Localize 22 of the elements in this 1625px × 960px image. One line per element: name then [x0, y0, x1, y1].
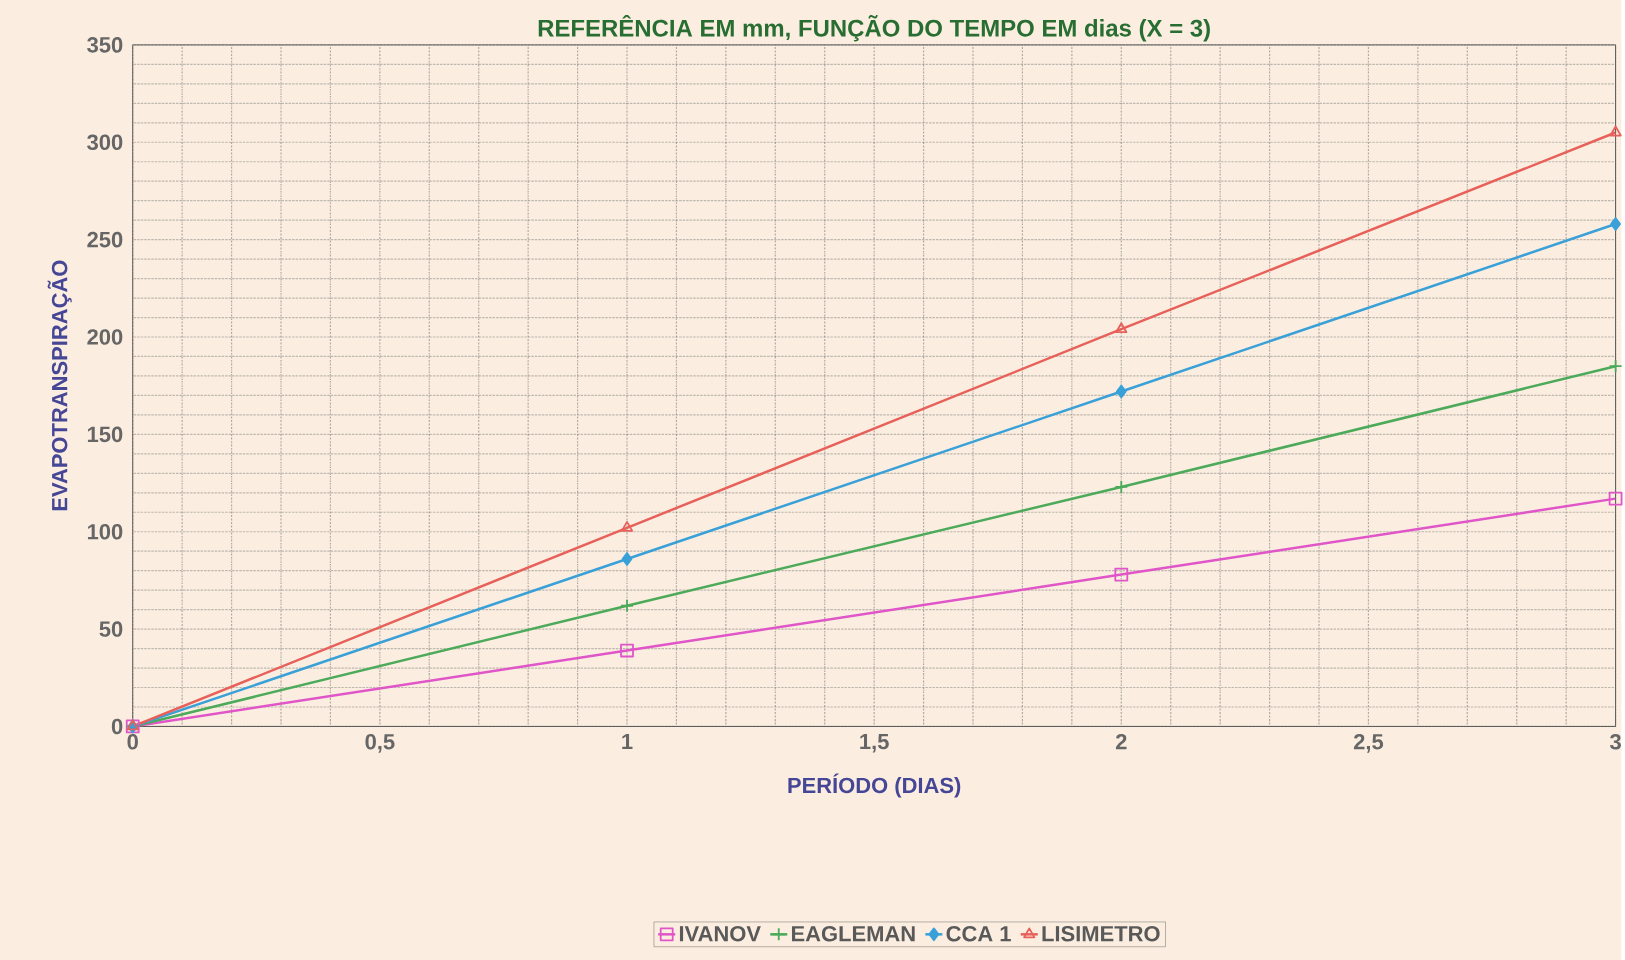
y-tick-label: 50 [99, 621, 123, 637]
y-tick-label: 100 [87, 523, 123, 540]
legend-label: LISIMETRO [1042, 925, 1160, 942]
y-tick-label: 300 [87, 134, 123, 151]
y-axis-title: EVAPOTRANSPIRAÇÃO [47, 260, 72, 511]
legend-label: CCA 1 [946, 925, 1011, 942]
x-tick-label: 1,5 [860, 734, 889, 753]
x-tick-label: 2 [1115, 733, 1127, 750]
legend-label: EAGLEMAN [791, 925, 915, 942]
chart-title: REFERÊNCIA EM mm, FUNÇÃO DO TEMPO EM dias (X = 3) [538, 14, 1210, 42]
x-tick-label: 0,5 [365, 733, 395, 753]
y-tick-label: 150 [87, 426, 123, 443]
y-tick-label: 200 [87, 329, 123, 345]
legend-label: IVANOV [679, 925, 761, 942]
y-tick-label: 250 [87, 231, 123, 248]
x-tick-label: 2,5 [1353, 733, 1384, 753]
x-axis-title: PERÍODO (DIAS) [788, 773, 961, 798]
x-tick-label: 1 [622, 734, 633, 750]
y-tick-label: 350 [87, 37, 123, 53]
x-tick-label: 3 [1609, 733, 1621, 750]
y-tick-label: 0 [111, 718, 123, 735]
x-tick-label: 0 [127, 733, 138, 750]
